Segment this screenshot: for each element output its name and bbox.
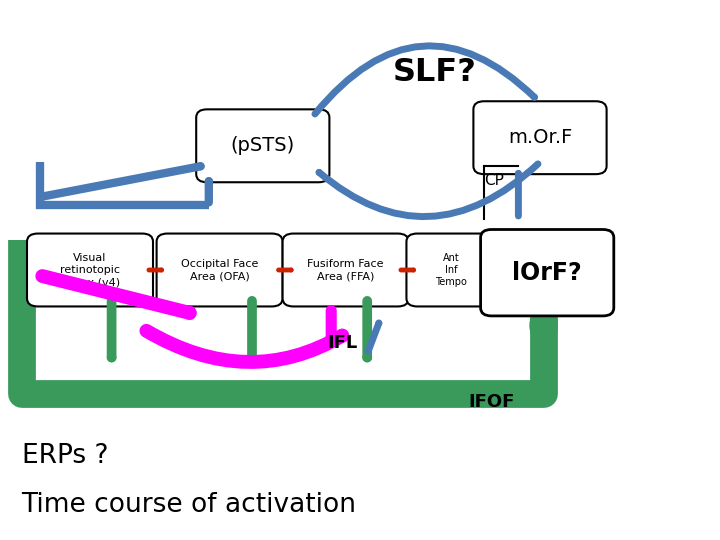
Text: SLF?: SLF? [392,57,476,89]
FancyBboxPatch shape [481,230,614,316]
Text: Occipital Face
Area (OFA): Occipital Face Area (OFA) [181,259,258,281]
FancyArrowPatch shape [319,164,538,217]
Text: lOrF?: lOrF? [513,261,582,285]
Text: Visual
retinotopic
cortex (v4): Visual retinotopic cortex (v4) [60,253,120,287]
FancyArrowPatch shape [42,166,200,197]
Text: m.Or.F: m.Or.F [508,128,572,147]
Text: IFOF: IFOF [468,393,514,411]
FancyBboxPatch shape [474,102,606,174]
Text: CP: CP [484,173,504,188]
FancyBboxPatch shape [196,109,329,183]
FancyArrowPatch shape [42,276,189,313]
FancyArrowPatch shape [315,46,534,114]
Text: Fusiform Face
Area (FFA): Fusiform Face Area (FFA) [307,259,384,281]
Text: (pSTS): (pSTS) [230,136,295,156]
FancyBboxPatch shape [156,233,282,306]
FancyArrowPatch shape [146,331,342,362]
FancyBboxPatch shape [282,233,408,306]
FancyBboxPatch shape [406,233,497,306]
FancyArrowPatch shape [368,323,379,351]
Text: IFL: IFL [328,334,358,352]
Text: Ant
Inf
Tempo: Ant Inf Tempo [436,253,467,287]
FancyBboxPatch shape [27,233,153,306]
Text: Time course of activation: Time course of activation [22,492,356,518]
Text: ERPs ?: ERPs ? [22,443,108,469]
